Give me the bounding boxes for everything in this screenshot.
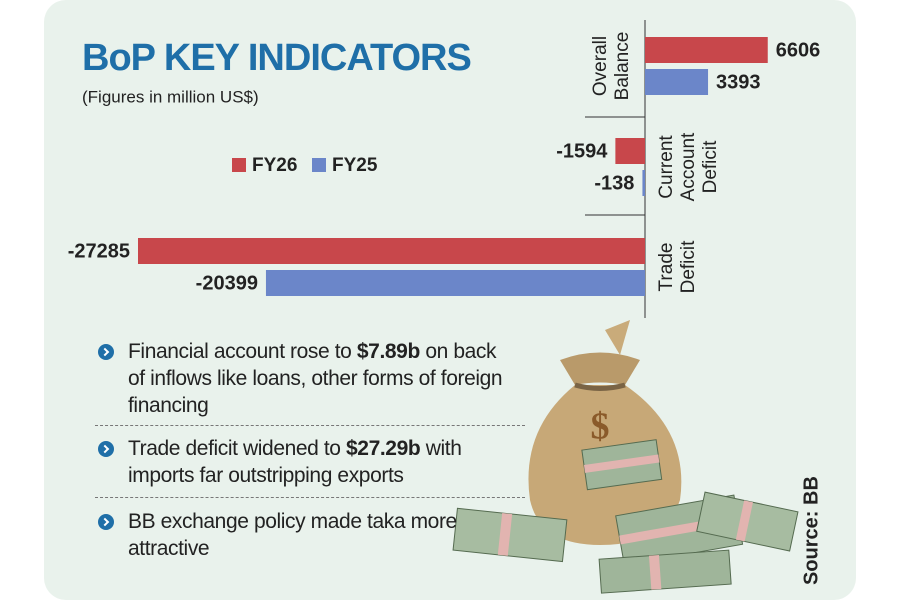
value-label: 6606 bbox=[776, 39, 821, 61]
money-bag-illustration: $ bbox=[452, 320, 799, 594]
legend-swatch bbox=[312, 158, 326, 172]
source: Source: BB bbox=[800, 476, 822, 585]
category-label: OverallBalance bbox=[590, 32, 633, 101]
bar bbox=[645, 37, 768, 63]
note-text: $7.89b bbox=[356, 340, 420, 363]
bar bbox=[642, 170, 645, 196]
legend-swatch bbox=[232, 158, 246, 172]
category-label: CurrentAccountDeficit bbox=[656, 132, 721, 201]
value-label: 3393 bbox=[716, 71, 761, 93]
value-label: -138 bbox=[594, 172, 634, 194]
bullet-icon bbox=[98, 514, 114, 530]
legend-label: FY26 bbox=[252, 155, 297, 176]
legend-label: FY25 bbox=[332, 155, 378, 176]
bar bbox=[615, 138, 645, 164]
divider bbox=[95, 425, 525, 426]
bar bbox=[265, 270, 645, 296]
value-label: -27285 bbox=[68, 240, 130, 262]
chart-title: BoP KEY INDICATORS bbox=[82, 37, 471, 79]
divider bbox=[95, 497, 525, 498]
category-label: TradeDeficit bbox=[656, 240, 699, 294]
note-text: Trade deficit widened to bbox=[128, 437, 347, 460]
note: BB exchange policy made taka more attrac… bbox=[128, 508, 508, 562]
note-text: BB exchange policy made taka more attrac… bbox=[128, 510, 457, 560]
bar bbox=[645, 69, 709, 95]
note-text: with imports far outstripping exports bbox=[128, 437, 462, 487]
value-label: -20399 bbox=[196, 272, 258, 294]
note-text: on back of inflows like loans, other for… bbox=[128, 340, 503, 417]
value-label: -1594 bbox=[556, 140, 608, 162]
chart-subtitle: (Figures in million US$) bbox=[82, 87, 259, 106]
note: Trade deficit widened to $27.29b with im… bbox=[128, 435, 508, 489]
bar bbox=[138, 238, 645, 264]
note: Financial account rose to $7.89b on back… bbox=[128, 338, 508, 419]
svg-text:$: $ bbox=[591, 406, 610, 448]
bullet-icon bbox=[98, 344, 114, 360]
bullet-icon bbox=[98, 441, 114, 457]
note-text: $27.29b bbox=[346, 437, 421, 460]
note-text: Financial account rose to bbox=[128, 340, 357, 363]
